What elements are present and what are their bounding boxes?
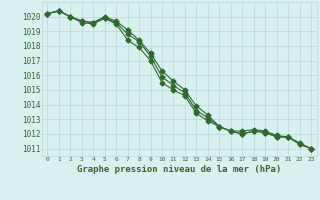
X-axis label: Graphe pression niveau de la mer (hPa): Graphe pression niveau de la mer (hPa)	[77, 165, 281, 174]
